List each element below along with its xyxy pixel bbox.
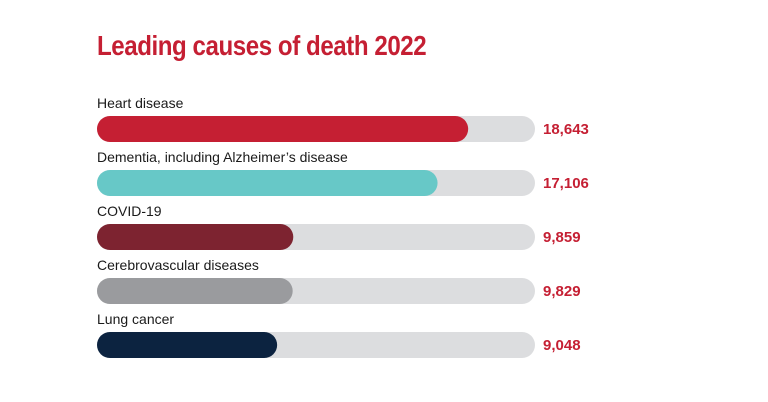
category-label: Dementia, including Alzheimer’s disease — [97, 149, 348, 165]
bar-row: Cerebrovascular diseases 9,829 — [97, 257, 581, 304]
value-label: 18,643 — [543, 121, 589, 138]
category-label: Heart disease — [97, 95, 184, 111]
category-label: Cerebrovascular diseases — [97, 257, 259, 273]
value-label: 9,859 — [543, 229, 581, 246]
bar — [97, 278, 293, 304]
bar-row: Heart disease 18,643 — [97, 95, 589, 142]
bar — [97, 116, 469, 142]
value-label: 9,048 — [543, 337, 581, 354]
bar — [97, 332, 278, 358]
bar-row: Dementia, including Alzheimer’s disease 1… — [97, 149, 589, 196]
bar-row: COVID-19 9,859 — [97, 203, 581, 250]
bar — [97, 170, 438, 196]
bar — [97, 224, 294, 250]
category-label: Lung cancer — [97, 311, 174, 327]
category-label: COVID-19 — [97, 203, 162, 219]
value-label: 9,829 — [543, 283, 581, 300]
value-label: 17,106 — [543, 175, 589, 192]
chart-title: Leading causes of death 2022 — [97, 30, 427, 61]
bar-row: Lung cancer 9,048 — [97, 311, 581, 358]
